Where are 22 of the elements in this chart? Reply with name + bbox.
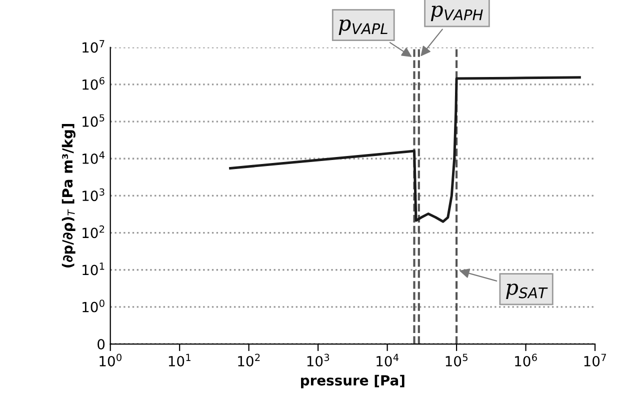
x-tick-label: 10$^{5}$ xyxy=(446,354,468,366)
x-tick-label: 10$^{7}$ xyxy=(584,354,606,366)
y-tick-label: 0 xyxy=(98,338,105,350)
y-tick-label: 10$^{2}$ xyxy=(82,225,104,238)
y-tick-label: 10$^{0}$ xyxy=(82,300,104,312)
x-axis-title: pressure [Pa] xyxy=(301,374,404,388)
annotation: p$_{SAT}$ xyxy=(506,284,548,300)
x-tick-label: 10$^{4}$ xyxy=(376,354,399,366)
x-tick-label: 10$^{3}$ xyxy=(307,354,330,366)
annotation: p$_{VAPH}$ xyxy=(430,6,483,22)
y-tick-label: 10$^{1}$ xyxy=(82,262,104,276)
y-tick-label: 10$^{6}$ xyxy=(82,77,104,90)
y-tick-label: 10$^{5}$ xyxy=(82,114,104,127)
x-tick-label: 10$^{0}$ xyxy=(100,354,122,366)
y-axis-title: (∂p/∂ρ)$_{T}$ [Pa m³/kg] xyxy=(62,124,76,268)
y-tick-label: 10$^{4}$ xyxy=(82,151,104,164)
x-tick-label: 10$^{1}$ xyxy=(168,354,190,366)
x-tick-label: 10$^{6}$ xyxy=(515,354,537,366)
y-tick-label: 10$^{3}$ xyxy=(82,188,104,202)
x-tick-label: 10$^{2}$ xyxy=(238,354,260,366)
y-tick-label: 10$^{7}$ xyxy=(82,40,104,53)
annotation: p$_{VAPL}$ xyxy=(338,20,388,35)
